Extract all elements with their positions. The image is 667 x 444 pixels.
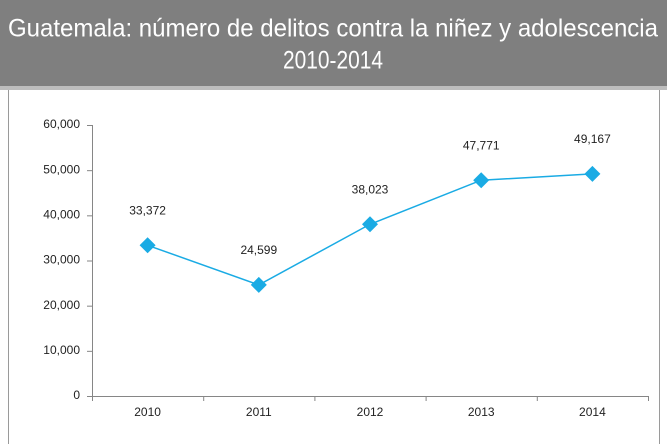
title-banner [0, 0, 667, 86]
marker [473, 172, 490, 189]
data-label: 24,599 [240, 243, 277, 257]
y-tick-label: 40,000 [43, 208, 80, 222]
x-tick-label: 2011 [246, 405, 272, 419]
chart-title: Guatemala: número de delitos contra la n… [8, 15, 658, 43]
data-label: 49,167 [574, 132, 611, 146]
data-label: 33,372 [129, 203, 166, 217]
marker [584, 165, 601, 182]
marker [139, 237, 156, 254]
chart-title: 2010-2014 [283, 47, 383, 75]
x-tick-label: 2014 [579, 405, 606, 419]
marker [250, 276, 267, 293]
data-label: 47,771 [463, 138, 500, 152]
x-tick-label: 2012 [357, 405, 384, 419]
data-label: 38,023 [352, 182, 389, 196]
y-tick-label: 0 [73, 388, 80, 402]
marker [362, 216, 378, 233]
y-tick-label: 60,000 [43, 117, 80, 131]
x-tick-label: 2013 [468, 405, 495, 419]
y-tick-label: 10,000 [43, 343, 80, 357]
y-tick-label: 20,000 [43, 298, 80, 312]
x-tick-label: 2010 [134, 405, 161, 419]
y-tick-label: 30,000 [43, 253, 80, 267]
banner-edge [0, 86, 667, 90]
y-tick-label: 50,000 [43, 162, 80, 176]
